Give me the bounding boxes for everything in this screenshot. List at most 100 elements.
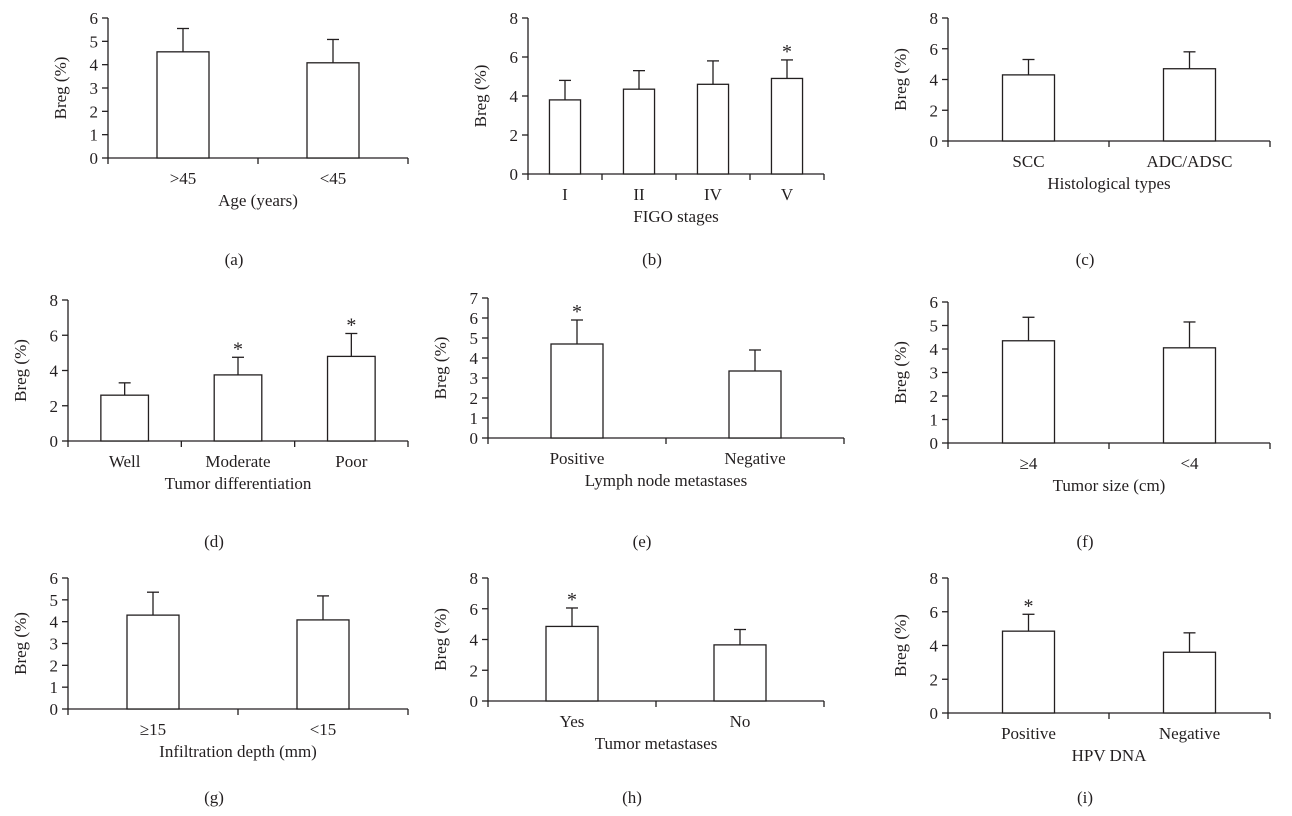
x-tick-label: IV xyxy=(704,185,723,204)
x-tick-label: ≥4 xyxy=(1020,454,1038,473)
y-tick-label: 6 xyxy=(930,603,939,622)
x-tick-label: SCC xyxy=(1012,152,1044,171)
y-axis-title: Breg (%) xyxy=(431,337,450,400)
x-tick-label: II xyxy=(633,185,645,204)
bar xyxy=(1162,651,1217,714)
y-tick-label: 6 xyxy=(510,48,519,67)
bar xyxy=(1001,630,1056,714)
y-axis-title: Breg (%) xyxy=(891,341,910,404)
y-tick-label: 8 xyxy=(50,291,59,310)
x-tick-label: Yes xyxy=(560,712,585,731)
y-tick-label: 1 xyxy=(470,409,479,428)
y-tick-label: 6 xyxy=(930,293,939,312)
significance-star: * xyxy=(233,338,243,360)
y-axis-title: Breg (%) xyxy=(431,608,450,671)
y-tick-label: 0 xyxy=(50,432,59,451)
y-tick-label: 4 xyxy=(930,71,939,90)
significance-star: * xyxy=(572,301,582,323)
bar xyxy=(1001,340,1056,444)
x-axis-title: Lymph node metastases xyxy=(585,471,747,490)
x-tick-label: Moderate xyxy=(205,452,270,471)
x-tick-label: Positive xyxy=(1001,724,1056,743)
bar xyxy=(126,614,180,710)
y-tick-label: 0 xyxy=(510,165,519,184)
y-axis-title: Breg (%) xyxy=(891,48,910,111)
y-tick-label: 6 xyxy=(470,309,479,328)
y-tick-label: 0 xyxy=(930,434,939,453)
y-axis-title: Breg (%) xyxy=(11,612,30,675)
y-tick-label: 0 xyxy=(470,429,479,448)
y-tick-label: 4 xyxy=(90,56,99,75)
y-tick-label: 2 xyxy=(930,387,939,406)
panel-label: (d) xyxy=(204,532,224,551)
bar xyxy=(156,51,210,159)
y-tick-label: 5 xyxy=(50,591,59,610)
y-tick-label: 4 xyxy=(50,613,59,632)
y-tick-label: 2 xyxy=(50,397,59,416)
x-tick-label: <4 xyxy=(1180,454,1199,473)
bar xyxy=(1001,74,1056,142)
x-tick-label: ≥15 xyxy=(140,720,166,739)
y-tick-label: 4 xyxy=(930,340,939,359)
y-tick-label: 0 xyxy=(470,692,479,711)
x-tick-label: <15 xyxy=(310,720,337,739)
x-axis-title: FIGO stages xyxy=(633,207,718,226)
x-tick-label: I xyxy=(562,185,568,204)
y-axis-title: Breg (%) xyxy=(11,339,30,402)
y-tick-label: 2 xyxy=(470,389,479,408)
x-axis-title: Tumor size (cm) xyxy=(1053,476,1166,495)
y-axis-title: Breg (%) xyxy=(51,57,70,120)
y-tick-label: 3 xyxy=(90,79,99,98)
significance-star: * xyxy=(782,41,792,63)
y-tick-label: 0 xyxy=(50,700,59,719)
y-tick-label: 0 xyxy=(90,149,99,168)
y-tick-label: 5 xyxy=(90,32,99,51)
significance-star: * xyxy=(1024,595,1034,617)
y-tick-label: 6 xyxy=(930,40,939,59)
y-tick-label: 8 xyxy=(470,569,479,588)
significance-star: * xyxy=(346,314,356,336)
bar xyxy=(713,644,767,702)
y-tick-label: 0 xyxy=(930,132,939,151)
x-axis-title: Tumor differentiation xyxy=(165,474,312,493)
bar xyxy=(728,370,782,439)
y-tick-label: 6 xyxy=(50,569,59,588)
y-tick-label: 3 xyxy=(470,369,479,388)
bar xyxy=(696,83,730,175)
x-axis-title: Age (years) xyxy=(218,191,298,210)
panel-label: (i) xyxy=(1077,788,1093,807)
bar xyxy=(326,355,376,442)
y-tick-label: 4 xyxy=(50,362,59,381)
y-tick-label: 2 xyxy=(50,656,59,675)
panel-label: (b) xyxy=(642,250,662,269)
bar xyxy=(548,99,582,175)
y-tick-label: 6 xyxy=(470,600,479,619)
y-tick-label: 6 xyxy=(90,9,99,28)
significance-star: * xyxy=(567,589,577,611)
y-tick-label: 1 xyxy=(50,678,59,697)
bar xyxy=(296,619,350,710)
y-tick-label: 4 xyxy=(930,637,939,656)
x-tick-label: <45 xyxy=(320,169,347,188)
y-tick-label: 2 xyxy=(510,126,519,145)
x-axis-title: HPV DNA xyxy=(1072,746,1148,765)
bar xyxy=(550,343,604,439)
y-tick-label: 2 xyxy=(930,670,939,689)
bar xyxy=(770,77,804,175)
x-tick-label: ADC/ADSC xyxy=(1147,152,1233,171)
